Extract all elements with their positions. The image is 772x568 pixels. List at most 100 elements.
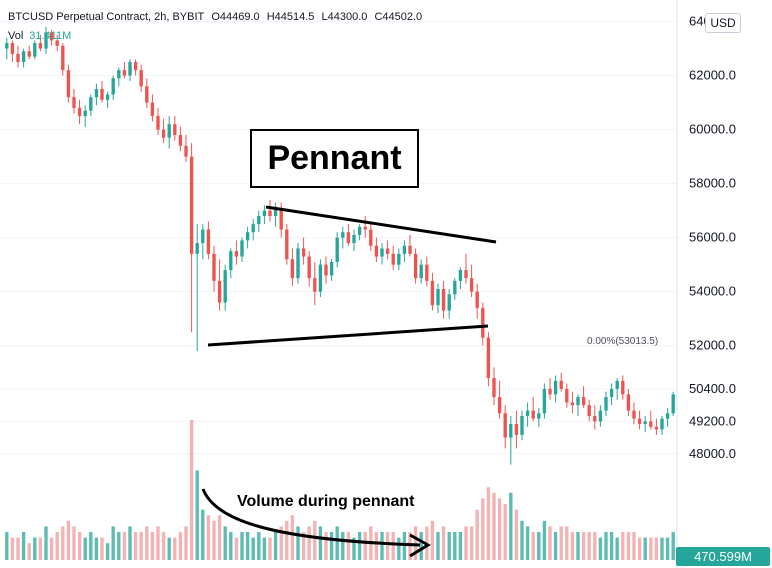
candle-body — [559, 380, 563, 389]
volume-bar — [245, 532, 250, 560]
candle-body — [430, 280, 435, 306]
candle-body — [464, 270, 468, 279]
candle-body — [189, 156, 194, 254]
volume-bar — [307, 526, 311, 560]
volume-bar — [514, 509, 519, 560]
candle-body — [649, 421, 653, 427]
candle-body — [77, 107, 82, 117]
volume-bar — [105, 543, 110, 560]
volume-bar — [509, 492, 513, 560]
candle-body — [268, 210, 272, 217]
candle-body — [161, 129, 166, 138]
axis-background — [677, 0, 772, 568]
candle-body — [660, 418, 664, 430]
candle-body — [49, 32, 54, 41]
candle-body — [548, 388, 552, 395]
candle-body — [570, 402, 575, 406]
volume-bar — [570, 532, 575, 560]
volume-bar — [89, 532, 93, 560]
candle-body — [436, 288, 440, 306]
volume-bar — [66, 520, 71, 560]
volume-bar — [133, 532, 138, 560]
candle-body — [469, 278, 474, 292]
symbol-title: BTCUSD Perpetual Contract, 2h, BYBIT — [8, 11, 205, 23]
candle-body — [223, 270, 227, 303]
volume-bar — [122, 532, 127, 560]
volume-bar — [453, 532, 457, 560]
volume-bar — [223, 526, 227, 560]
volume-bar — [665, 537, 670, 560]
candle-body — [335, 237, 339, 262]
volume-bar — [94, 537, 99, 560]
candle-body — [609, 388, 614, 398]
candle-body — [122, 70, 127, 76]
volume-bar — [542, 520, 547, 560]
volume-bar — [525, 526, 530, 560]
volume-bar — [285, 520, 289, 560]
volume-bar — [38, 537, 43, 560]
volume-bar — [660, 537, 664, 560]
volume-bar — [441, 526, 446, 560]
volume-bar — [156, 526, 160, 560]
candle-body — [598, 410, 603, 422]
candle-body — [184, 145, 188, 157]
candle-body — [10, 43, 15, 54]
volume-bar — [598, 537, 603, 560]
pennant-lower-trendline — [207, 324, 489, 347]
candle-body — [234, 251, 239, 257]
volume-bar — [637, 537, 642, 560]
volume-bar — [397, 537, 401, 560]
volume-bar — [10, 537, 15, 560]
volume-bar — [329, 532, 334, 560]
volume-bar — [290, 515, 295, 560]
candle-body — [212, 253, 216, 281]
y-tick-label: 50400.0 — [689, 381, 736, 396]
volume-legend: Vol 31.411M — [8, 30, 71, 42]
volume-bar — [492, 492, 496, 560]
candle-body — [587, 405, 591, 416]
candle-body — [503, 413, 507, 438]
candle-body — [44, 32, 48, 49]
volume-bars — [5, 420, 675, 560]
volume-bar — [604, 532, 608, 560]
candle-body — [38, 43, 43, 49]
candle-body — [553, 380, 558, 395]
volume-bar — [201, 509, 205, 560]
candle-body — [324, 264, 328, 276]
candle-body — [408, 245, 412, 254]
candle-body — [565, 388, 569, 403]
candle-body — [475, 291, 479, 308]
volume-bar — [548, 526, 552, 560]
pennant-upper-trendline — [265, 205, 497, 244]
currency-button[interactable]: USD — [705, 13, 741, 33]
candle-body — [133, 62, 138, 71]
candle-body — [5, 43, 9, 49]
volume-bar — [279, 526, 283, 560]
volume-bar — [430, 520, 435, 560]
price-axis: 64000.062000.060000.058000.056000.054000… — [676, 0, 772, 568]
overlay-lines — [201, 205, 497, 558]
volume-bar — [335, 526, 339, 560]
volume-bar — [587, 532, 591, 560]
volume-bar — [145, 526, 149, 560]
candle-body — [296, 248, 300, 279]
ohlc-high: H44514.5 — [266, 11, 315, 23]
volume-bar — [475, 509, 479, 560]
volume-bar — [262, 537, 267, 560]
candle-body — [273, 207, 278, 217]
volume-bar — [301, 532, 306, 560]
volume-bar — [413, 526, 418, 560]
ohlc-close: C44502.0 — [374, 11, 423, 23]
volume-bar — [139, 532, 143, 560]
volume-bar — [671, 532, 675, 560]
volume-bar — [33, 537, 37, 560]
volume-bar — [363, 532, 367, 560]
candle-body — [262, 210, 267, 217]
volume-bar — [111, 526, 115, 560]
volume-bar — [419, 532, 423, 560]
volume-bar — [16, 537, 20, 560]
volume-bar — [195, 470, 199, 560]
candle-body — [100, 89, 104, 100]
volume-bar — [531, 532, 535, 560]
